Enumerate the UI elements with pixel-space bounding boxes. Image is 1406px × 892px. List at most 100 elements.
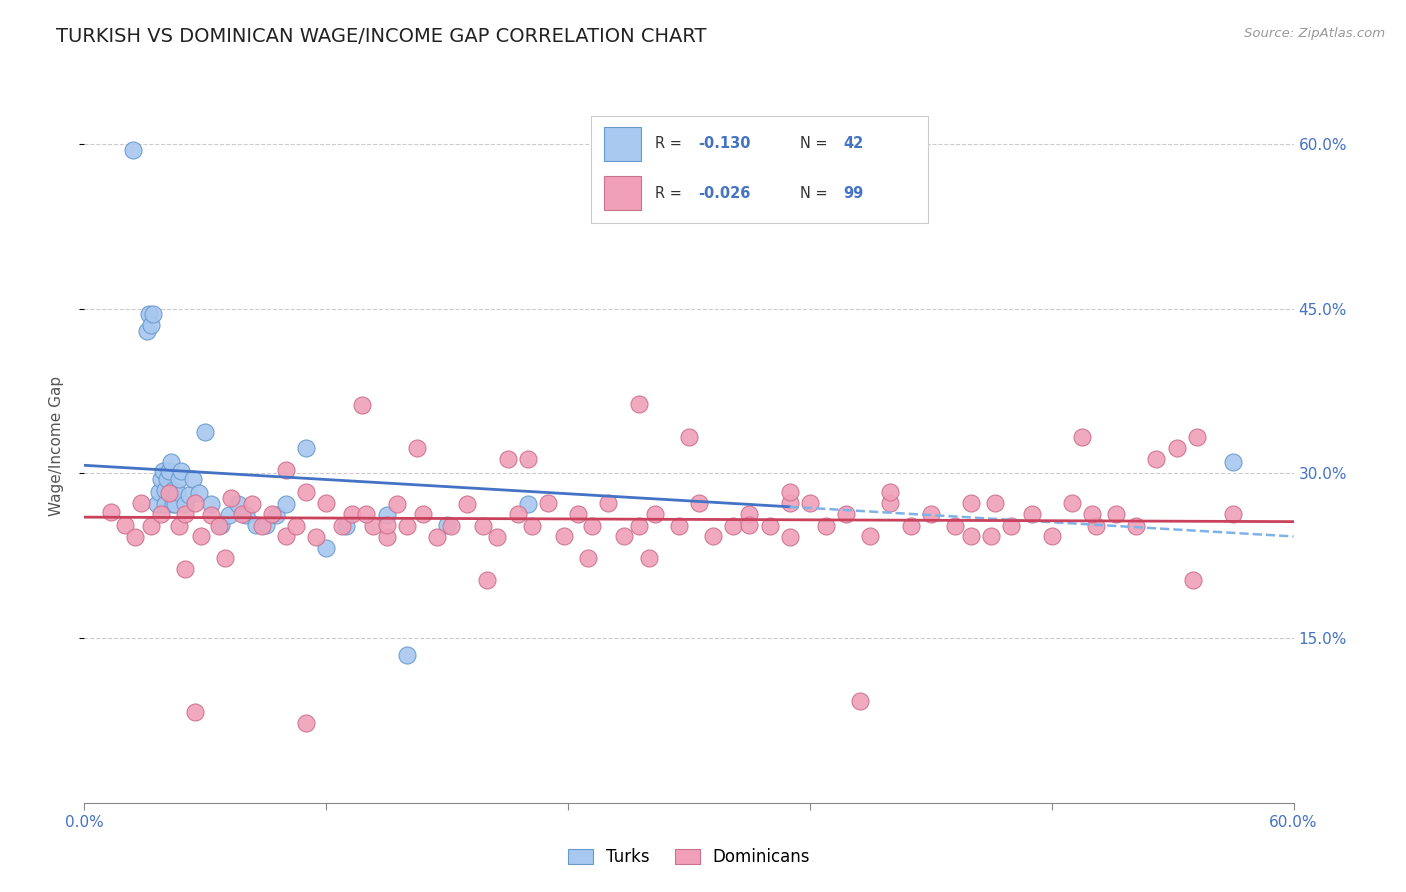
Point	[496, 452, 519, 467]
Point	[1166, 441, 1188, 455]
Point	[295, 485, 318, 500]
Point	[835, 507, 858, 521]
Point	[516, 497, 538, 511]
Point	[167, 472, 190, 486]
Point	[330, 519, 353, 533]
Point	[160, 455, 183, 469]
Point	[114, 518, 136, 533]
Point	[688, 496, 710, 510]
Text: TURKISH VS DOMINICAN WAGE/INCOME GAP CORRELATION CHART: TURKISH VS DOMINICAN WAGE/INCOME GAP COR…	[56, 27, 707, 45]
Point	[235, 508, 257, 523]
Point	[285, 519, 308, 533]
Point	[779, 496, 801, 510]
Point	[146, 497, 169, 511]
Point	[342, 507, 364, 521]
Point	[139, 318, 162, 333]
Point	[162, 497, 184, 511]
Point	[1146, 452, 1168, 467]
Point	[779, 530, 801, 544]
Point	[356, 507, 378, 521]
Point	[200, 508, 222, 523]
Point	[124, 530, 146, 544]
Point	[576, 551, 599, 566]
Point	[142, 307, 165, 321]
Point	[218, 508, 240, 523]
Point	[943, 519, 966, 533]
Point	[149, 472, 172, 486]
Point	[920, 507, 942, 521]
Point	[200, 497, 222, 511]
Point	[375, 518, 398, 533]
Point	[900, 519, 922, 533]
Point	[174, 562, 197, 576]
Point	[598, 496, 620, 510]
Legend: Turks, Dominicans: Turks, Dominicans	[561, 842, 817, 873]
Point	[194, 425, 217, 439]
Point	[553, 529, 575, 543]
Point	[849, 694, 872, 708]
Point	[678, 430, 700, 444]
Point	[440, 519, 463, 533]
Point	[1081, 507, 1104, 521]
Point	[1125, 519, 1147, 533]
Point	[960, 529, 983, 543]
Text: -0.026: -0.026	[699, 186, 751, 201]
Point	[208, 519, 231, 533]
Point	[100, 505, 122, 519]
Point	[335, 519, 357, 533]
Point	[436, 518, 458, 533]
Point	[406, 441, 429, 455]
Y-axis label: Wage/Income Gap: Wage/Income Gap	[49, 376, 63, 516]
Text: N =: N =	[800, 186, 832, 201]
Point	[1222, 455, 1244, 469]
Point	[1021, 507, 1043, 521]
Point	[980, 529, 1002, 543]
Point	[486, 530, 509, 544]
Point	[1185, 430, 1208, 444]
Point	[637, 551, 659, 566]
Point	[226, 497, 249, 511]
Point	[799, 496, 821, 510]
Point	[188, 486, 211, 500]
Text: Source: ZipAtlas.com: Source: ZipAtlas.com	[1244, 27, 1385, 40]
Point	[174, 507, 197, 521]
FancyBboxPatch shape	[605, 127, 641, 161]
Point	[506, 507, 529, 521]
Point	[1085, 519, 1108, 533]
Point	[209, 518, 232, 533]
Point	[984, 496, 1007, 510]
Point	[231, 507, 253, 521]
Point	[260, 507, 283, 521]
Point	[149, 507, 172, 521]
Point	[879, 485, 901, 500]
Point	[1105, 507, 1128, 521]
Point	[395, 648, 418, 662]
Point	[153, 497, 176, 511]
Point	[385, 497, 408, 511]
Point	[1060, 496, 1083, 510]
Point	[240, 497, 263, 511]
Point	[361, 519, 384, 533]
Point	[181, 472, 204, 486]
Point	[1071, 430, 1094, 444]
Point	[960, 496, 983, 510]
Point	[352, 398, 374, 412]
Point	[375, 508, 398, 523]
Point	[520, 519, 543, 533]
Point	[456, 497, 478, 511]
Point	[162, 483, 184, 497]
Point	[814, 519, 837, 533]
Point	[315, 496, 337, 510]
Point	[472, 519, 495, 533]
Point	[138, 307, 160, 321]
Point	[305, 530, 328, 544]
Point	[295, 441, 318, 455]
Point	[174, 497, 197, 511]
Point	[129, 496, 152, 510]
Point	[477, 573, 499, 587]
Point	[537, 496, 560, 510]
Point	[516, 452, 538, 467]
Point	[627, 519, 650, 533]
Point	[668, 519, 690, 533]
Point	[412, 507, 434, 521]
